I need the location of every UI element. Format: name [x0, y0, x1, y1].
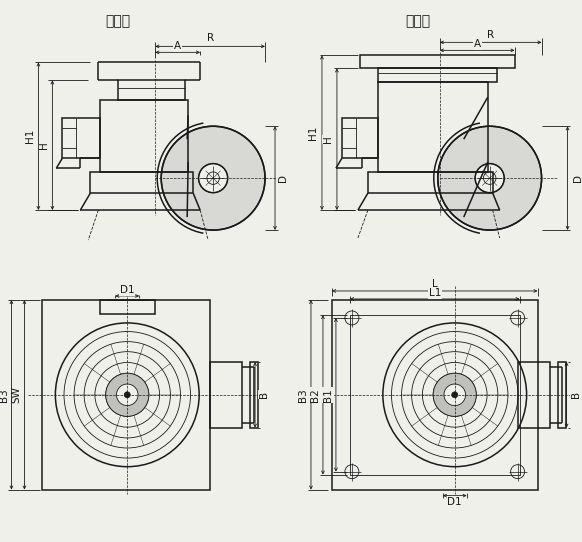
Bar	[350, 315, 520, 475]
Bar	[368, 172, 493, 193]
Circle shape	[198, 164, 228, 193]
Circle shape	[438, 126, 542, 230]
Circle shape	[475, 164, 504, 193]
Text: B: B	[570, 391, 580, 398]
Text: D1: D1	[448, 496, 462, 507]
Bar	[332, 300, 538, 489]
Text: B2: B2	[310, 388, 320, 402]
Circle shape	[125, 392, 130, 398]
Circle shape	[106, 373, 149, 416]
Circle shape	[161, 126, 265, 230]
Circle shape	[116, 384, 138, 405]
Text: B3: B3	[0, 388, 9, 402]
Bar	[360, 55, 514, 68]
Bar	[210, 362, 242, 428]
Text: A: A	[174, 41, 181, 51]
Text: 螺栓孔: 螺栓孔	[106, 15, 131, 28]
Bar	[62, 118, 100, 158]
Bar	[517, 362, 549, 428]
Text: SW: SW	[12, 386, 22, 403]
Text: L: L	[432, 279, 438, 289]
Text: D1: D1	[120, 285, 134, 295]
Bar	[378, 68, 496, 82]
Text: 拧紧板: 拧紧板	[405, 15, 430, 28]
Text: B: B	[259, 391, 269, 398]
Text: L1: L1	[428, 288, 441, 298]
Bar	[90, 172, 193, 193]
Bar	[250, 362, 258, 428]
Bar	[342, 118, 378, 158]
Text: B1: B1	[323, 388, 333, 402]
Text: H: H	[323, 136, 333, 143]
Circle shape	[433, 373, 476, 416]
Circle shape	[452, 392, 457, 398]
Text: R: R	[487, 30, 494, 40]
Text: H1: H1	[308, 126, 318, 140]
Bar	[118, 80, 185, 100]
Text: A: A	[474, 40, 481, 49]
Text: D: D	[573, 174, 582, 182]
Text: H: H	[40, 141, 49, 149]
Text: D: D	[278, 174, 288, 182]
Bar	[42, 300, 210, 489]
Bar	[100, 300, 155, 314]
Bar	[378, 82, 488, 172]
Text: H1: H1	[26, 129, 36, 144]
Text: B3: B3	[298, 388, 308, 402]
Circle shape	[444, 384, 466, 405]
Bar	[100, 100, 188, 172]
Text: R: R	[207, 34, 214, 43]
Bar	[558, 362, 566, 428]
